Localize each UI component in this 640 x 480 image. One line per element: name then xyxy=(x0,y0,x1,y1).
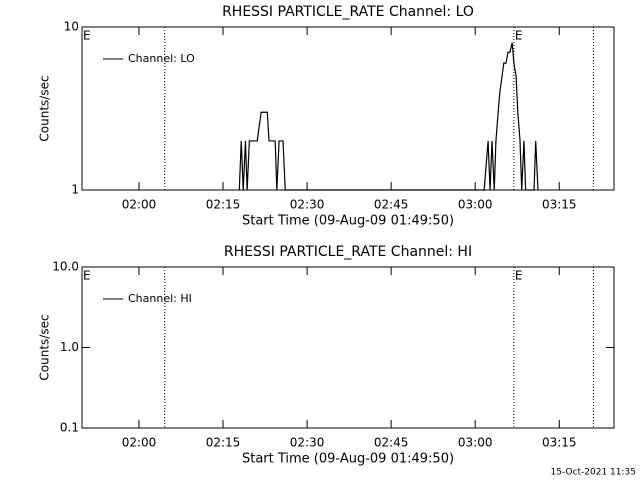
legend-label: Channel: LO xyxy=(128,52,195,65)
y-tick-label: 1.0 xyxy=(60,340,79,354)
x-tick-label: 02:15 xyxy=(206,436,241,450)
y-axis-label: Counts/sec xyxy=(38,314,52,380)
data-line xyxy=(238,42,539,191)
legend-label: Channel: HI xyxy=(128,292,192,305)
x-tick-label: 03:00 xyxy=(458,198,493,212)
event-label: E xyxy=(515,269,523,283)
x-axis-label: Start Time (09-Aug-09 01:49:50) xyxy=(242,452,454,467)
x-axis-label: Start Time (09-Aug-09 01:49:50) xyxy=(242,214,454,229)
chart-title: RHESSI PARTICLE_RATE Channel: LO xyxy=(222,4,474,20)
y-tick-label: 0.1 xyxy=(60,421,79,435)
x-tick-label: 02:00 xyxy=(122,436,157,450)
y-tick-label: 10 xyxy=(64,20,79,34)
x-tick-label: 03:15 xyxy=(542,436,577,450)
x-tick-label: 03:00 xyxy=(458,436,493,450)
x-tick-label: 02:30 xyxy=(290,198,325,212)
y-tick-label: 1 xyxy=(71,183,79,197)
chart-title: RHESSI PARTICLE_RATE Channel: HI xyxy=(224,244,472,260)
y-tick-label: 10.0 xyxy=(52,260,79,274)
x-tick-label: 02:45 xyxy=(374,436,409,450)
x-tick-label: 02:00 xyxy=(122,198,157,212)
event-label: E xyxy=(83,29,91,43)
x-tick-label: 02:30 xyxy=(290,436,325,450)
x-tick-label: 02:45 xyxy=(374,198,409,212)
footer: 15-Oct-2021 11:35 xyxy=(551,468,636,478)
y-axis-label: Counts/sec xyxy=(38,75,52,141)
x-tick-label: 03:15 xyxy=(542,198,577,212)
x-tick-label: 02:15 xyxy=(206,198,241,212)
event-label: E xyxy=(515,29,523,43)
event-label: E xyxy=(83,269,91,283)
